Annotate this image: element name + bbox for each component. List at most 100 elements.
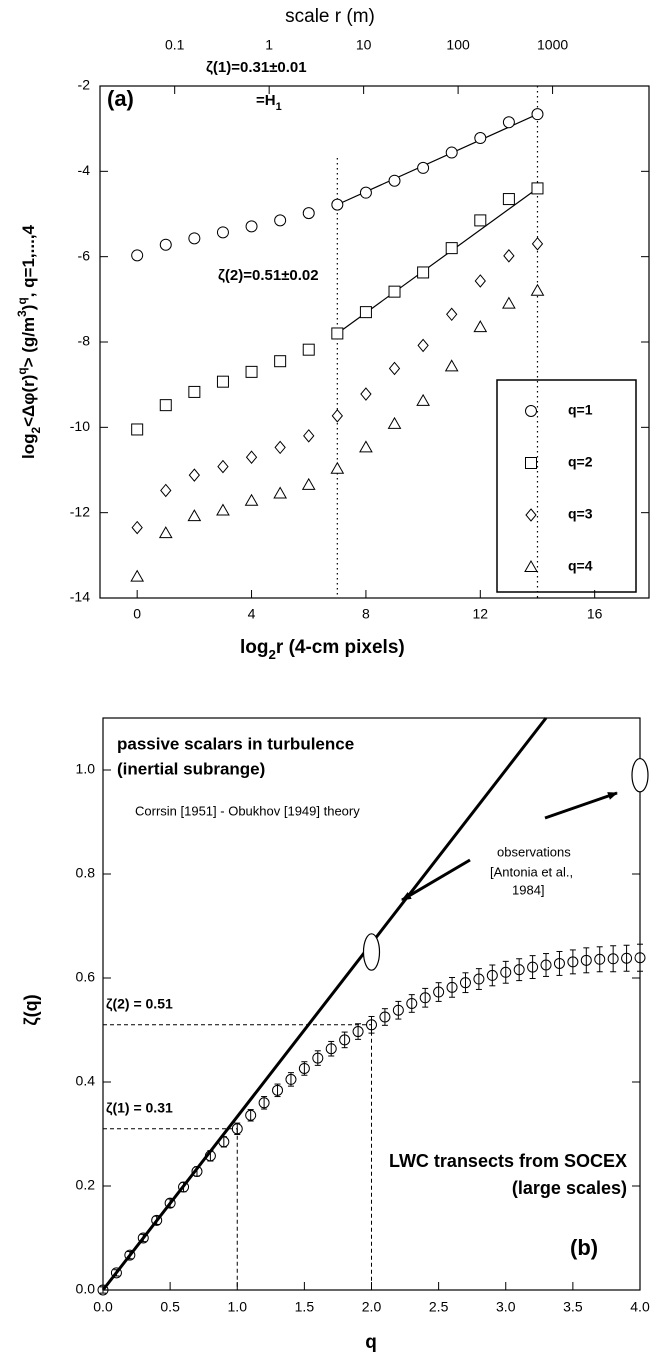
marker-square [525, 457, 537, 469]
y-tick-label: 1.0 [76, 761, 96, 777]
marker-circle [302, 207, 315, 220]
x-axis-label: log2r (4-cm pixels) [240, 637, 405, 662]
error-bar [543, 953, 550, 977]
y-tick-label: 0.6 [76, 969, 96, 985]
error-bar [502, 960, 509, 984]
marker-triangle [130, 569, 145, 582]
x-tick-label: 16 [587, 606, 603, 622]
x2-tick-label: 1000 [537, 37, 568, 53]
legend-label: q=2 [568, 454, 593, 470]
marker-square [531, 182, 544, 195]
marker-square [474, 214, 487, 227]
error-bar [556, 950, 563, 976]
data-point [406, 997, 418, 1009]
y-tick-label: -6 [78, 247, 91, 263]
annotation: passive scalars in turbulence [117, 734, 354, 753]
reference-label: ζ(1) = 0.31 [106, 1100, 173, 1116]
y-tick-label: 0.8 [76, 865, 96, 881]
marker-circle [274, 214, 287, 227]
error-bar [475, 968, 482, 990]
y-axis-label-part: ) [19, 305, 38, 311]
data-point [110, 1267, 122, 1279]
error-bar [610, 945, 617, 973]
marker-diamond [474, 274, 486, 288]
x2-tick-label: 10 [356, 37, 372, 53]
error-bar [113, 1269, 120, 1277]
marker-triangle [359, 440, 373, 453]
data-point [178, 1181, 190, 1193]
marker-diamond [388, 361, 401, 376]
data-point [272, 1084, 284, 1096]
error-bar [381, 1008, 388, 1026]
marker-triangle [301, 477, 316, 490]
data-point [446, 981, 458, 993]
y-tick-label: -4 [78, 162, 91, 178]
y-axis-label-part: 3 [15, 310, 29, 317]
annotation: 1984] [512, 882, 545, 897]
marker-triangle [530, 283, 545, 296]
data-point [339, 1034, 351, 1046]
error-bar [368, 1015, 375, 1034]
marker-square [274, 355, 287, 368]
marker-triangle [502, 296, 516, 309]
error-bar [516, 958, 523, 982]
marker-circle [131, 249, 144, 262]
error-bar [569, 949, 576, 975]
panel-label: (a) [107, 86, 134, 111]
data-point [352, 1026, 364, 1038]
marker-triangle [524, 559, 538, 572]
y-tick-label: -10 [70, 418, 90, 434]
data-point [540, 959, 552, 971]
marker-circle [188, 232, 201, 245]
x2-tick-label: 100 [446, 37, 470, 53]
data-point [379, 1011, 391, 1023]
y-axis-label-part: > (g/m [19, 317, 38, 368]
marker-circle [525, 405, 537, 417]
y-tick-label: -8 [78, 333, 91, 349]
data-point [419, 992, 431, 1004]
error-bar [435, 982, 442, 1002]
data-point [258, 1097, 270, 1109]
y-axis-label-part: , q=1,...,4 [19, 224, 38, 297]
marker-diamond [417, 338, 429, 353]
x-axis-label-part: r (4-cm pixels) [276, 637, 405, 658]
marker-triangle [473, 320, 488, 333]
data-point [285, 1073, 297, 1085]
marker-circle [445, 146, 458, 159]
marker-triangle [158, 526, 173, 539]
marker-diamond [525, 508, 537, 522]
marker-diamond [217, 459, 229, 474]
data-point [366, 1019, 377, 1031]
data-point [392, 1004, 404, 1016]
x-tick-label: 0.5 [160, 1299, 180, 1315]
data-point [97, 1284, 109, 1296]
marker-circle [216, 226, 229, 239]
marker-diamond [446, 307, 458, 322]
data-point [621, 952, 633, 964]
y-axis-label-part: q [15, 297, 29, 304]
x-axis-label: q [365, 1332, 377, 1353]
error-bar [261, 1096, 268, 1110]
observation [362, 933, 381, 971]
annotation: (large scales) [512, 1178, 627, 1198]
x-tick-label: 4 [248, 606, 256, 622]
error-bar [489, 964, 496, 987]
x-tick-label: 3.5 [563, 1299, 583, 1315]
marker-diamond [160, 483, 172, 498]
error-bar [462, 972, 469, 994]
error-bar [408, 994, 415, 1013]
marker-square [359, 306, 372, 319]
y-tick-label: -12 [70, 503, 90, 519]
x-tick-label: 8 [362, 606, 370, 622]
annotation: LWC transects from SOCEX [389, 1151, 627, 1171]
marker-diamond [331, 409, 343, 423]
marker-triangle [244, 493, 259, 506]
annotation: ζ(1)=0.31±0.01 [206, 59, 307, 76]
marker-square [302, 343, 315, 356]
marker-triangle [416, 393, 430, 406]
data-point [137, 1232, 149, 1244]
y-axis-label-part: 2 [29, 427, 43, 434]
data-point [567, 956, 579, 968]
data-point [553, 957, 565, 969]
